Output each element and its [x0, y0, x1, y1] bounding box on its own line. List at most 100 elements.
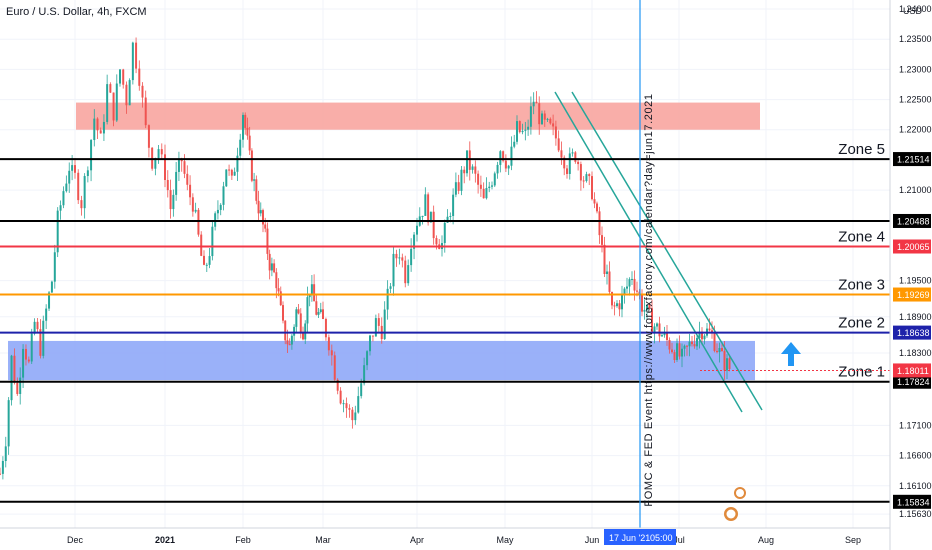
candle-body: [230, 169, 233, 176]
candle-body: [275, 272, 278, 289]
candle-body: [48, 292, 51, 309]
candle-body: [541, 113, 543, 125]
y-tick-label: 1.16100: [899, 481, 932, 491]
candle-body: [401, 257, 404, 261]
candle-body: [628, 279, 631, 287]
y-tick-label: 1.18900: [899, 312, 932, 322]
candle-body: [288, 344, 291, 346]
candle-body: [521, 130, 524, 133]
candle-body: [351, 409, 354, 421]
candle-body: [253, 179, 256, 181]
candle-body: [713, 332, 716, 351]
candle-body: [39, 329, 42, 356]
symbol-title[interactable]: Euro / U.S. Dollar, 4h, FXCM: [6, 6, 147, 18]
candle-body: [383, 309, 386, 340]
level-price-label: 1.15834: [897, 497, 930, 507]
price-axis[interactable]: 1.24000 1.23500 1.23000 1.22500 1.22000 1.210…: [893, 4, 932, 519]
candle-body: [524, 129, 527, 131]
event-marker: FOMC & FED Event https://www.forexfactor…: [639, 0, 655, 528]
candle-body: [45, 308, 48, 321]
time-axis[interactable]: Dec 2021 Feb Mar Apr May Jun Jul Aug Sep 17 Jun '2…: [67, 529, 861, 545]
candle-body: [157, 149, 160, 159]
level-price-tag: [893, 325, 931, 340]
candle-body: [317, 312, 320, 315]
level-price-tag: [893, 239, 931, 254]
candle-body: [621, 294, 623, 310]
candle-body: [144, 97, 147, 126]
candle-body: [651, 308, 653, 334]
candle-body: [16, 382, 19, 394]
candle-body: [27, 359, 30, 362]
currency-label: USD: [902, 6, 922, 16]
support-zone: [8, 340, 755, 381]
candle-body: [443, 222, 446, 244]
candle-body: [266, 228, 269, 254]
candle-body: [96, 118, 99, 131]
candle-body: [208, 256, 211, 265]
candle-body: [290, 335, 293, 345]
candle-body: [618, 303, 621, 310]
candle-body: [452, 194, 455, 216]
candle-body: [603, 244, 606, 274]
candle-body: [219, 204, 222, 210]
candle-body: [71, 165, 74, 171]
x-tick-label: Jun: [585, 535, 600, 545]
candle-body: [259, 210, 262, 214]
candle-body: [454, 182, 457, 195]
candle-body: [304, 323, 307, 340]
candle-body: [691, 341, 693, 345]
candle-body: [681, 348, 683, 357]
candle-body: [74, 165, 76, 173]
candle-body: [389, 286, 392, 289]
candle-body: [549, 118, 552, 124]
candle-body: [77, 172, 80, 201]
candle-body: [302, 333, 304, 340]
candle-body: [407, 265, 410, 284]
candle-body: [128, 80, 131, 106]
candle-body: [482, 188, 485, 199]
candle-body: [319, 309, 322, 313]
candle-body: [696, 338, 698, 347]
candle-body: [626, 286, 628, 289]
zone-rects: [8, 102, 760, 381]
y-tick-label: 1.23500: [899, 34, 932, 44]
event-time-label: 05:00: [650, 533, 673, 543]
candle-body: [282, 305, 284, 321]
candle-body: [90, 140, 93, 171]
candle-body: [56, 210, 59, 253]
candle-body: [392, 253, 395, 287]
candle-body: [106, 84, 109, 122]
candle-body: [723, 351, 726, 371]
candle-body: [529, 106, 532, 127]
trend-channel: [554, 91, 763, 413]
candle-body: [268, 253, 271, 271]
x-tick-label: May: [496, 535, 514, 545]
candle-body: [10, 355, 13, 401]
candle-body: [366, 351, 369, 366]
candle-body: [404, 260, 407, 284]
candle-body: [477, 173, 480, 185]
candle-body: [421, 215, 424, 217]
candle-body: [554, 126, 557, 139]
candle-body: [279, 291, 282, 306]
candle-body: [13, 355, 16, 383]
level-price-label: 1.19269: [897, 290, 930, 300]
candle-body: [516, 121, 518, 142]
candle-body: [623, 288, 626, 295]
candle-body: [479, 184, 482, 189]
candle-body: [636, 290, 638, 292]
candle-body: [608, 271, 611, 292]
candle-body: [147, 125, 150, 148]
candle-body: [718, 348, 721, 353]
candle-body: [233, 171, 236, 176]
y-tick-label: 1.22500: [899, 95, 932, 105]
candle-body: [339, 390, 342, 404]
candle-body: [125, 84, 128, 106]
candle-body: [598, 211, 601, 236]
current-price-label: 1.18011: [897, 366, 929, 376]
event-date-tag: [604, 529, 676, 545]
candle-body: [154, 158, 157, 169]
candle-body: [166, 179, 169, 191]
candle-body: [284, 320, 287, 341]
